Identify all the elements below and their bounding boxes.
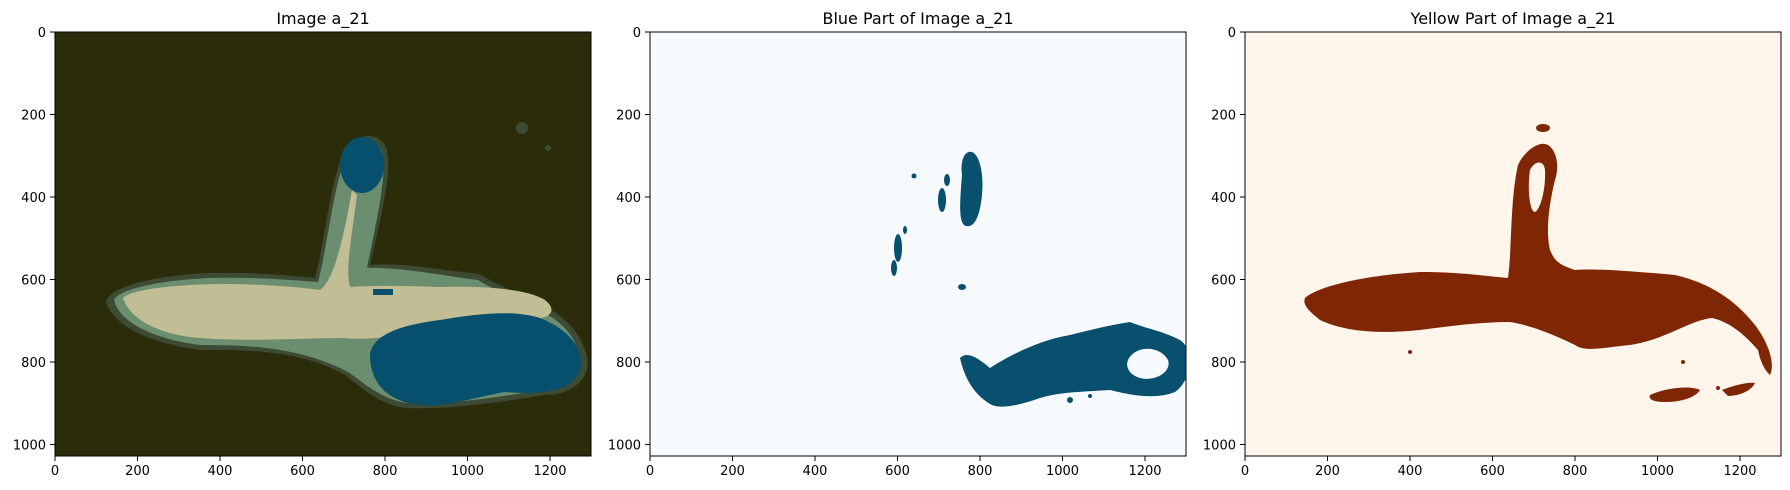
x-tick-label: 0 (51, 464, 59, 479)
image-background (650, 32, 1186, 456)
panel-3-y-axis: 0 200 400 600 800 1000 (1203, 26, 1245, 454)
y-tick-label: 800 (21, 356, 46, 371)
x-tick-label: 0 (646, 464, 654, 479)
blue-region-main (370, 313, 581, 406)
panel-2-x-axis: 0 200 400 600 800 1000 1200 (646, 456, 1162, 479)
x-tick-label: 1200 (533, 464, 566, 479)
y-tick-label: 1000 (1203, 439, 1236, 454)
x-tick-label: 0 (1241, 464, 1249, 479)
y-tick-label: 200 (616, 109, 641, 124)
yellow-speck (1722, 382, 1755, 396)
x-tick-label: 400 (1398, 464, 1423, 479)
blue-region-stem (340, 137, 384, 193)
blue-mask-image (650, 32, 1186, 456)
sample-region (123, 190, 552, 340)
yellow-speck (1681, 360, 1685, 364)
panel-2-y-axis: 0 200 400 600 800 1000 (608, 26, 650, 454)
y-tick-label: 800 (616, 356, 641, 371)
speck (545, 145, 551, 151)
panel-yellow-part: Yellow Part of Image a_21 0 200 400 600 … (1203, 9, 1782, 479)
y-tick-label: 0 (633, 26, 641, 41)
panel-3-title: Yellow Part of Image a_21 (1410, 9, 1616, 29)
x-tick-label: 1000 (1641, 464, 1674, 479)
blue-speck (903, 226, 907, 234)
panel-2-frame (649, 31, 1187, 457)
panel-3-frame (1244, 31, 1782, 457)
blue-blob-lower (960, 322, 1186, 407)
panel-blue-part: Blue Part of Image a_21 0 200 400 600 80… (608, 9, 1187, 479)
yellow-speck (1408, 350, 1412, 354)
yellow-speck (1649, 387, 1700, 402)
blue-speck (891, 260, 897, 276)
x-tick-label: 600 (885, 464, 910, 479)
panel-3-x-axis: 0 200 400 600 800 1000 1200 (1241, 456, 1757, 479)
yellow-mask-image (1245, 32, 1781, 456)
blue-region-small (373, 289, 393, 295)
x-tick-label: 1200 (1128, 464, 1161, 479)
x-tick-label: 1000 (1046, 464, 1079, 479)
x-tick-label: 600 (290, 464, 315, 479)
y-tick-label: 200 (1211, 109, 1236, 124)
blue-speck (1067, 397, 1073, 403)
x-tick-label: 200 (720, 464, 745, 479)
speck (516, 122, 528, 134)
y-tick-label: 600 (616, 274, 641, 289)
y-tick-label: 0 (1228, 26, 1236, 41)
yellow-speck (1716, 386, 1720, 390)
y-tick-label: 0 (38, 26, 46, 41)
y-tick-label: 1000 (608, 439, 641, 454)
y-tick-label: 200 (21, 109, 46, 124)
x-tick-label: 1000 (451, 464, 484, 479)
y-tick-label: 600 (1211, 274, 1236, 289)
yellow-mask-region (1304, 143, 1772, 375)
y-tick-label: 800 (1211, 356, 1236, 371)
blue-speck (1088, 394, 1092, 398)
y-tick-label: 600 (21, 274, 46, 289)
x-tick-label: 200 (1315, 464, 1340, 479)
y-tick-label: 400 (616, 191, 641, 206)
x-tick-label: 400 (208, 464, 233, 479)
x-tick-label: 400 (803, 464, 828, 479)
x-tick-label: 800 (968, 464, 993, 479)
blue-speck (911, 173, 917, 179)
blue-speck (894, 234, 902, 262)
panel-original-image: Image a_21 0 200 400 600 800 1000 (13, 9, 592, 479)
x-tick-label: 1200 (1723, 464, 1756, 479)
panel-1-y-axis: 0 200 400 600 800 1000 (13, 26, 55, 454)
y-tick-label: 400 (1211, 191, 1236, 206)
x-tick-label: 800 (1563, 464, 1588, 479)
y-tick-label: 1000 (13, 439, 46, 454)
blue-blob-upper (960, 151, 983, 227)
y-tick-label: 400 (21, 191, 46, 206)
blue-speck (944, 174, 950, 186)
x-tick-label: 600 (1480, 464, 1505, 479)
yellow-speck (1536, 124, 1550, 132)
panel-2-title: Blue Part of Image a_21 (822, 9, 1013, 29)
x-tick-label: 800 (373, 464, 398, 479)
blue-speck (958, 284, 966, 290)
blue-speck (938, 188, 946, 212)
x-tick-label: 200 (125, 464, 150, 479)
panel-1-frame (54, 31, 592, 457)
panel-1-title: Image a_21 (276, 9, 369, 29)
panel-1-x-axis: 0 200 400 600 800 1000 1200 (51, 456, 567, 479)
original-image (55, 32, 591, 456)
